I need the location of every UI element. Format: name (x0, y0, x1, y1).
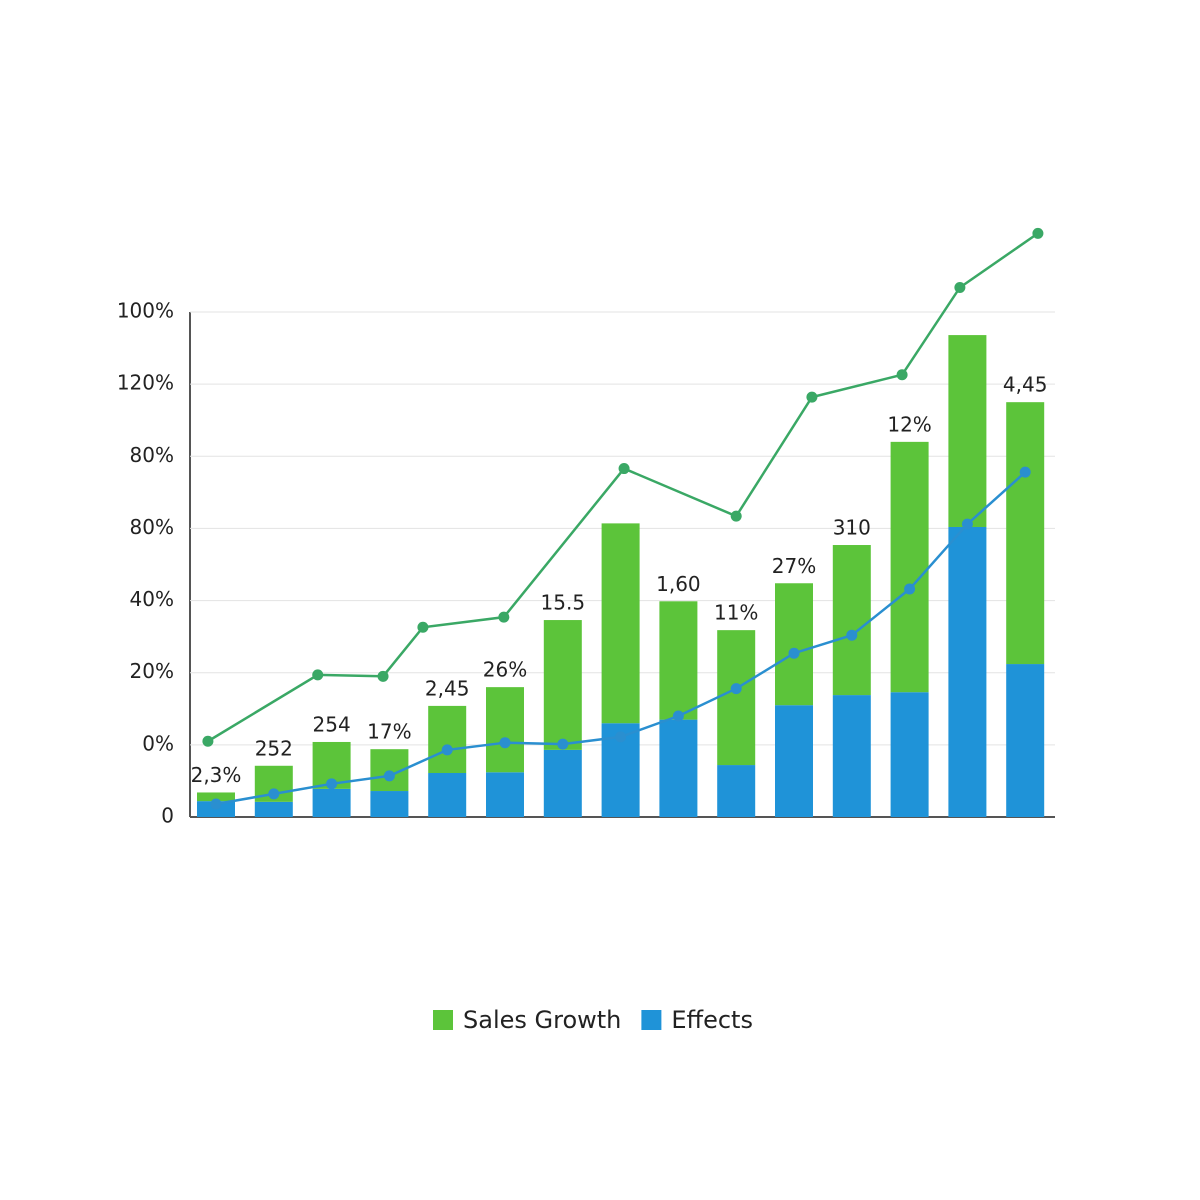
bar-segment (659, 719, 698, 817)
line-point (954, 281, 966, 293)
line-point (896, 369, 908, 381)
y-tick-label: 80% (130, 515, 174, 539)
line-point (557, 738, 569, 750)
line-point (961, 518, 973, 530)
line-point (417, 621, 429, 633)
bar-segment (1006, 664, 1045, 817)
bar-label: 254 (313, 712, 351, 736)
line-point (441, 744, 453, 756)
line-point (1032, 227, 1044, 239)
y-tick-label: 0% (142, 731, 174, 755)
bar-label: 1,60 (656, 572, 701, 596)
line-point (846, 629, 858, 641)
line-point (499, 737, 511, 749)
bar-segment (543, 749, 582, 817)
line-point (730, 683, 742, 695)
bar-segment (370, 791, 409, 817)
bar-segment (254, 801, 293, 817)
bar-label: 310 (833, 516, 871, 540)
bar-segment (832, 695, 871, 817)
bar-label: 12% (887, 412, 931, 436)
bar-label: 26% (483, 658, 527, 682)
bar-segment (197, 792, 235, 802)
bar-segment (486, 772, 524, 817)
legend-label: Effects (671, 1006, 753, 1034)
bar-segment (948, 526, 987, 817)
line-point (904, 583, 916, 595)
bar-segment (659, 601, 698, 720)
bar-segment (948, 335, 987, 527)
bar-segment (601, 523, 640, 724)
bar-label: 17% (367, 720, 411, 744)
legend-label: Sales Growth (463, 1006, 621, 1034)
line-point (1019, 466, 1031, 478)
bar-label: 15.5 (541, 591, 586, 615)
bar-segment (486, 687, 524, 773)
y-tick-label: 120% (117, 371, 174, 395)
bar-segment (832, 545, 871, 696)
line-point (806, 391, 818, 403)
bar-label: 2,3% (191, 763, 242, 787)
bar-segment (717, 630, 756, 766)
bar-label: 27% (772, 554, 816, 578)
line-point (326, 778, 338, 790)
bar-segment (717, 765, 756, 817)
y-tick-label: 80% (130, 443, 174, 467)
line-point (730, 510, 742, 522)
line-point (377, 670, 389, 682)
bar-label: 252 (255, 736, 293, 760)
legend-swatch (433, 1010, 453, 1030)
bar-segment (775, 583, 813, 706)
bar-segment (312, 788, 351, 817)
line-point (210, 798, 222, 810)
line-point (202, 735, 214, 747)
bar-label: 11% (714, 601, 758, 625)
bar-segment (428, 705, 467, 773)
bar-label: 4,45 (1003, 373, 1048, 397)
y-tick-label: 20% (130, 659, 174, 683)
legend-swatch (641, 1010, 662, 1030)
bar-segment (890, 692, 929, 817)
line-point (268, 788, 280, 800)
bar-segment (775, 705, 813, 817)
line-point (788, 647, 800, 659)
bar-segment (543, 620, 582, 750)
y-tick-label: 0 (161, 804, 174, 828)
line-point (615, 731, 627, 743)
line-point (312, 669, 324, 681)
line-point (498, 611, 510, 623)
bar-label: 2,45 (425, 676, 470, 700)
line-point (672, 710, 684, 722)
legend: Sales Growth Effects (433, 1006, 753, 1034)
bar-segment (1006, 402, 1045, 665)
bar-segment (890, 441, 929, 693)
line-point (618, 463, 630, 475)
bar-segment (428, 772, 467, 817)
y-tick-label: 40% (130, 587, 174, 611)
y-tick-label: 100% (117, 299, 174, 323)
line-point (383, 770, 395, 782)
